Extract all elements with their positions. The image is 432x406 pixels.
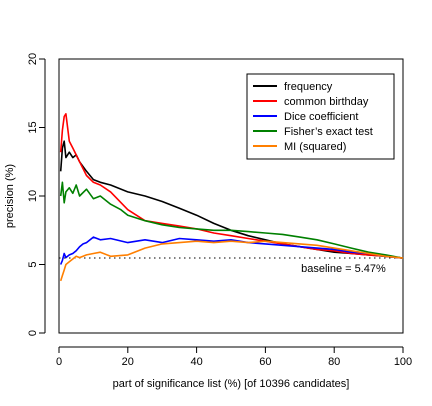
plot-frame	[58, 58, 404, 334]
y-tick-label: 0	[27, 330, 39, 336]
y-tick-label: 5	[27, 261, 39, 267]
legend-label: Dice coefficient	[284, 111, 358, 123]
y-tick-label: 20	[27, 53, 39, 65]
series-line-fisher-s-exact-test	[59, 181, 404, 259]
legend-label: frequency	[284, 81, 333, 93]
series-layer	[59, 113, 404, 282]
x-tick-label: 60	[259, 356, 271, 368]
legend-label: common birthday	[284, 96, 369, 108]
legend-box	[246, 73, 395, 160]
baseline-label: baseline = 5.47%	[301, 263, 386, 275]
legend-label: Fisher’s exact test	[284, 126, 373, 138]
legend-label: MI (squared)	[284, 141, 346, 153]
x-tick-label: 20	[122, 356, 134, 368]
axes: 0 20 40 60 80 100 0 5 10 15 20	[27, 53, 412, 368]
y-tick-label: 15	[27, 121, 39, 133]
x-axis-label: part of significance list (%) [of 10396 …	[113, 378, 350, 390]
x-tick-label: 80	[328, 356, 340, 368]
y-tick-label: 10	[27, 190, 39, 202]
x-tick-label: 100	[394, 356, 412, 368]
series-line-dice-coefficient	[59, 236, 404, 265]
series-line-mi-squared	[59, 240, 404, 282]
legend: frequency common birthday Dice coefficient…	[246, 73, 395, 160]
x-tick-label: 0	[56, 356, 62, 368]
x-tick-label: 40	[190, 356, 202, 368]
y-axis-label: precision (%)	[4, 164, 16, 228]
